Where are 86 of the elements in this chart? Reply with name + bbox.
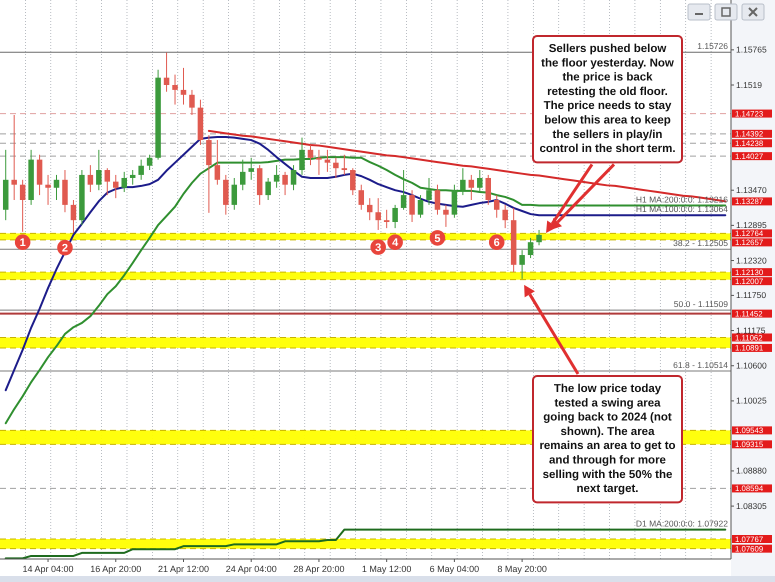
candlestick bbox=[138, 159, 144, 180]
candlestick bbox=[130, 170, 136, 186]
candlestick bbox=[426, 177, 432, 206]
candlestick bbox=[443, 204, 449, 228]
candlestick bbox=[121, 171, 127, 193]
candlestick bbox=[164, 52, 170, 92]
candlestick bbox=[282, 171, 288, 196]
candlestick bbox=[113, 174, 119, 199]
y-tick-label: 1.11750 bbox=[736, 290, 766, 300]
candlestick bbox=[519, 250, 525, 280]
candlestick bbox=[528, 237, 534, 259]
candlestick bbox=[384, 209, 390, 229]
x-tick-label: 6 May 04:00 bbox=[430, 564, 480, 574]
candlestick bbox=[88, 164, 94, 193]
y-tick-label: 1.10025 bbox=[736, 396, 767, 406]
annotation: Sellers pushed below the floor yesterday. Now the price is back retesting the old floor. The price needs to stay below this area to keep the sellers in play/in control in the short term. bbox=[539, 43, 676, 156]
y-tick-label: 1.12895 bbox=[736, 220, 767, 230]
y-tick-label: 1.15765 bbox=[736, 44, 767, 55]
series-label: 6 bbox=[494, 237, 500, 250]
series-label: 3 bbox=[375, 242, 382, 254]
x-tick-label: 1 May 12:00 bbox=[362, 564, 412, 574]
candlestick bbox=[392, 204, 398, 229]
annotation: 38.2 - 1.12505 bbox=[673, 238, 728, 248]
candlestick bbox=[70, 199, 76, 234]
annotation: The low price today tested a swing area going back to 2024 (not shown). The area remains an area to get to and through for more selling with the 50% the next target. bbox=[539, 383, 676, 496]
candlestick bbox=[104, 168, 110, 196]
candlestick bbox=[274, 164, 280, 188]
candlestick bbox=[486, 174, 491, 206]
candlestick bbox=[333, 157, 339, 178]
candlestick bbox=[375, 198, 381, 230]
candlestick bbox=[460, 168, 466, 196]
candlestick bbox=[434, 184, 440, 216]
candlestick bbox=[54, 174, 60, 200]
candlestick bbox=[146, 154, 152, 171]
candlestick bbox=[477, 170, 483, 193]
candlestick bbox=[308, 144, 314, 166]
candlestick bbox=[502, 204, 508, 229]
candlestick bbox=[409, 190, 415, 223]
y-tick-label: 1.13470 bbox=[736, 185, 767, 196]
candlestick bbox=[11, 114, 17, 200]
series-label: 5 bbox=[434, 232, 441, 245]
y-tick-label: 1.1519 bbox=[736, 80, 762, 90]
candlestick bbox=[265, 177, 271, 200]
candlestick bbox=[536, 229, 542, 246]
y-tick-label: 1.08305 bbox=[736, 500, 767, 511]
candlestick bbox=[324, 149, 330, 172]
x-tick-label: 8 May 20:00 bbox=[497, 564, 547, 574]
candlestick bbox=[189, 89, 195, 116]
candlestick bbox=[342, 154, 348, 176]
candlestick bbox=[366, 198, 372, 221]
x-tick-label: 16 Apr 20:00 bbox=[90, 564, 142, 574]
candlestick bbox=[214, 140, 220, 186]
line-series bbox=[208, 130, 726, 202]
candlestick bbox=[418, 194, 424, 218]
x-tick-label: 28 Apr 20:00 bbox=[293, 564, 344, 574]
annotation: D1 MA:200:0:0: 1.07922 bbox=[636, 518, 728, 529]
y-tick-label: 1.10600 bbox=[736, 360, 767, 371]
x-tick-label: 24 Apr 04:00 bbox=[226, 564, 277, 574]
candlestick bbox=[358, 184, 364, 210]
series-label: 1 bbox=[20, 237, 26, 250]
candlestick bbox=[232, 177, 238, 210]
series-label: 2 bbox=[62, 242, 68, 255]
candlestick bbox=[290, 164, 296, 191]
candlestick bbox=[400, 170, 406, 210]
annotation: H1 MA:100:0:0: 1.13064 bbox=[636, 204, 728, 214]
candlestick bbox=[468, 174, 474, 200]
x-tick-label: 21 Apr 12:00 bbox=[158, 564, 210, 574]
y-tick-label: 1.12320 bbox=[736, 255, 767, 266]
annotation: 61.8 - 1.10514 bbox=[673, 360, 728, 370]
y-tick-label: 1.11175 bbox=[736, 325, 766, 336]
candlestick bbox=[20, 179, 26, 232]
candlestick bbox=[494, 194, 500, 218]
x-tick-label: 14 Apr 04:00 bbox=[22, 564, 74, 574]
candlestick bbox=[180, 67, 186, 106]
line-series bbox=[4, 528, 726, 559]
candlestick bbox=[240, 159, 246, 191]
series-label: 4 bbox=[392, 237, 400, 250]
candlestick bbox=[299, 137, 305, 176]
candlestick bbox=[45, 174, 51, 206]
annotation: 50.0 - 1.11509 bbox=[674, 299, 728, 310]
annotation: 1.15726 bbox=[697, 41, 728, 52]
y-tick-label: 1.08880 bbox=[736, 466, 767, 476]
candlestick bbox=[350, 168, 356, 196]
candlestick bbox=[248, 157, 254, 180]
candlestick bbox=[96, 149, 102, 191]
candlestick bbox=[172, 74, 178, 106]
